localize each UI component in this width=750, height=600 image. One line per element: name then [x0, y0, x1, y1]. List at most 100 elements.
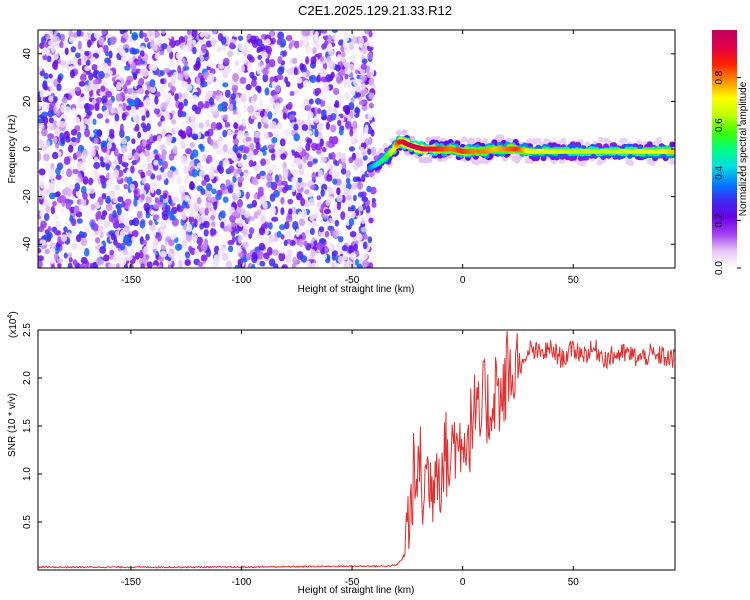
noise-blob	[271, 137, 278, 144]
noise-blob	[38, 260, 43, 268]
noise-blob	[345, 170, 351, 179]
noise-blob	[104, 57, 111, 64]
noise-blob	[177, 65, 182, 74]
noise-blob	[102, 146, 108, 153]
noise-blob	[144, 150, 150, 157]
noise-blob	[188, 215, 194, 223]
noise-blob	[38, 130, 42, 137]
noise-blob	[171, 194, 179, 204]
noise-blob	[235, 186, 240, 194]
noise-blob	[117, 106, 123, 114]
noise-blob	[246, 203, 254, 209]
noise-blob	[243, 223, 248, 231]
noise-blob	[169, 51, 174, 60]
noise-blob	[317, 169, 324, 178]
noise-blob	[285, 254, 292, 263]
noise-blob	[173, 169, 180, 176]
noise-blob	[55, 191, 61, 197]
noise-blob	[38, 232, 41, 239]
noise-blob	[237, 176, 245, 183]
colorbar-tick-label: 0.4	[714, 165, 725, 179]
noise-blob	[84, 128, 91, 138]
noise-blob	[97, 129, 102, 138]
noise-blob	[289, 90, 295, 97]
noise-blob	[360, 45, 368, 55]
noise-blob	[227, 245, 234, 253]
noise-blob	[159, 85, 165, 93]
noise-blob	[178, 254, 186, 261]
noise-blob	[126, 176, 133, 186]
noise-blob	[114, 113, 120, 122]
noise-blob	[145, 196, 152, 204]
noise-blob	[288, 114, 296, 121]
noise-blob	[139, 249, 144, 259]
noise-blob	[264, 87, 270, 96]
noise-blob	[80, 198, 87, 207]
noise-blob	[305, 56, 310, 65]
noise-blob	[92, 223, 99, 232]
noise-blob	[154, 95, 159, 105]
noise-blob	[56, 162, 64, 171]
noise-blob	[336, 201, 342, 211]
noise-blob	[92, 79, 99, 85]
noise-blob	[232, 31, 239, 38]
noise-blob	[209, 196, 217, 202]
track-point	[475, 137, 482, 144]
noise-blob	[189, 160, 195, 167]
noise-blob	[173, 126, 180, 134]
noise-blob	[314, 30, 319, 37]
track-point	[646, 141, 653, 148]
noise-blob	[124, 125, 129, 135]
noise-blob	[182, 44, 189, 52]
noise-blob	[64, 47, 69, 56]
noise-blob	[256, 173, 261, 180]
noise-blob	[243, 146, 250, 154]
noise-blob	[304, 189, 310, 195]
noise-blob	[252, 93, 258, 102]
noise-blob	[212, 30, 218, 35]
noise-blob	[205, 183, 213, 192]
track-point	[526, 138, 532, 145]
noise-blob	[251, 199, 258, 208]
noise-blob	[212, 258, 220, 266]
noise-blob	[233, 80, 239, 87]
noise-blob	[119, 123, 124, 133]
noise-blob	[67, 232, 72, 238]
track-point	[621, 137, 628, 144]
noise-blob	[199, 223, 205, 230]
noise-blob	[353, 243, 358, 252]
noise-blob	[267, 111, 273, 120]
noise-blob	[362, 155, 368, 161]
noise-blob	[345, 121, 352, 129]
noise-blob	[170, 233, 177, 240]
noise-blob	[134, 97, 141, 106]
noise-blob	[103, 109, 109, 117]
noise-blob	[216, 46, 222, 53]
noise-blob	[251, 75, 258, 82]
noise-blob	[145, 233, 150, 241]
noise-blob	[242, 241, 249, 249]
noise-blob	[136, 210, 143, 219]
noise-blob	[192, 46, 197, 55]
heatmap-x-tick-label: 50	[568, 275, 580, 286]
noise-blob	[216, 164, 222, 172]
noise-blob	[251, 254, 258, 264]
noise-blob	[52, 151, 59, 160]
noise-blob	[60, 33, 65, 42]
noise-blob	[250, 216, 255, 222]
noise-blob	[213, 144, 218, 150]
noise-blob	[161, 120, 166, 128]
noise-blob	[121, 200, 126, 208]
noise-blob	[308, 198, 316, 207]
noise-blob	[234, 60, 239, 67]
noise-blob	[241, 55, 248, 64]
noise-blob	[141, 114, 146, 122]
noise-blob	[185, 125, 192, 134]
noise-blob	[164, 204, 171, 213]
noise-blob	[280, 153, 287, 160]
noise-blob	[336, 54, 342, 62]
noise-blob	[322, 34, 329, 41]
noise-blob	[277, 56, 283, 65]
noise-blob	[311, 220, 318, 228]
noise-blob	[38, 103, 42, 110]
